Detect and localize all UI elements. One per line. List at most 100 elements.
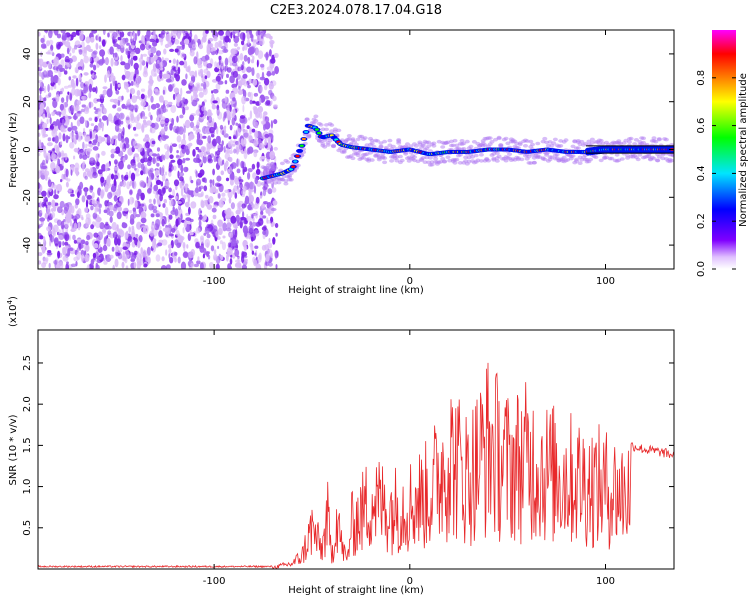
noise-speck <box>127 71 131 78</box>
noise-speck <box>105 254 108 259</box>
track-halo <box>593 155 599 159</box>
noise-speck <box>229 62 233 66</box>
noise-speck <box>159 70 163 79</box>
noise-speck <box>153 54 158 61</box>
noise-speck <box>212 214 217 220</box>
track-halo <box>427 149 433 153</box>
spectrogram-noise <box>38 30 279 269</box>
noise-speck <box>262 230 267 235</box>
track-halo <box>637 153 643 157</box>
noise-speck <box>176 201 182 204</box>
noise-speck <box>85 44 91 52</box>
noise-speck <box>236 54 240 63</box>
colorbar-label: Normalized spectral amplitude <box>738 73 749 227</box>
noise-speck <box>203 99 207 103</box>
noise-speck <box>62 133 66 142</box>
noise-speck <box>201 82 204 87</box>
noise-speck <box>172 165 177 171</box>
track-halo <box>378 144 384 149</box>
noise-speck <box>254 177 259 185</box>
noise-speck <box>225 177 230 182</box>
noise-speck <box>144 141 151 149</box>
noise-speck <box>155 254 161 262</box>
noise-speck <box>156 147 161 152</box>
noise-speck <box>164 227 171 235</box>
noise-speck <box>212 89 219 94</box>
noise-speck <box>234 192 238 199</box>
track-halo <box>655 158 661 163</box>
noise-speck <box>104 184 109 193</box>
noise-speck <box>215 75 221 82</box>
noise-speck <box>239 53 244 61</box>
noise-speck <box>48 61 51 70</box>
spectrogram-panel: -100 0 100 -40 -20 0 20 40 Height of straight l… <box>8 29 675 296</box>
track-halo <box>360 156 366 160</box>
noise-speck <box>241 203 246 209</box>
noise-speck <box>192 92 197 101</box>
noise-speck <box>160 167 165 177</box>
noise-speck <box>257 50 264 59</box>
noise-speck <box>180 213 183 221</box>
noise-speck <box>213 188 219 194</box>
noise-speck <box>240 216 247 221</box>
noise-speck <box>189 80 194 86</box>
noise-speck <box>199 169 205 177</box>
noise-speck <box>259 76 266 81</box>
track-halo <box>272 166 278 170</box>
noise-speck <box>85 222 89 228</box>
noise-speck <box>224 189 229 193</box>
track-halo <box>473 153 479 158</box>
noise-speck <box>159 193 164 202</box>
noise-speck <box>90 205 94 211</box>
noise-speck <box>222 130 225 136</box>
noise-speck <box>193 34 198 43</box>
noise-speck <box>227 217 230 224</box>
track-halo <box>420 144 426 148</box>
track-halo <box>669 158 674 163</box>
noise-speck <box>85 213 91 220</box>
noise-speck <box>182 97 186 103</box>
track-peak <box>301 137 306 141</box>
noise-speck <box>113 166 119 171</box>
noise-speck <box>150 46 157 54</box>
noise-speck <box>75 132 79 140</box>
noise-speck <box>203 214 207 221</box>
noise-speck <box>83 72 89 76</box>
track-peak <box>299 144 304 147</box>
noise-speck <box>235 144 242 153</box>
noise-speck <box>222 69 225 77</box>
noise-speck <box>127 198 130 206</box>
noise-speck <box>73 222 78 231</box>
noise-speck <box>135 122 142 130</box>
noise-speck <box>151 205 158 211</box>
noise-speck <box>169 257 174 264</box>
noise-speck <box>99 49 106 57</box>
noise-speck <box>129 109 134 119</box>
noise-speck <box>76 238 82 242</box>
noise-speck <box>157 200 161 204</box>
noise-speck <box>140 100 146 107</box>
noise-speck <box>213 257 217 261</box>
noise-speck <box>265 99 271 105</box>
track-halo <box>570 154 576 158</box>
noise-speck <box>237 66 242 72</box>
noise-speck <box>92 146 99 151</box>
noise-speck <box>133 236 136 241</box>
noise-speck <box>247 84 251 89</box>
noise-speck <box>251 163 256 170</box>
noise-speck <box>74 44 78 50</box>
noise-speck <box>80 81 85 89</box>
noise-speck <box>80 249 85 256</box>
track-halo <box>531 160 537 165</box>
x-tick-label: -100 <box>203 576 226 587</box>
noise-speck <box>179 41 185 46</box>
noise-speck <box>144 134 149 139</box>
noise-speck <box>104 236 107 245</box>
noise-speck <box>85 143 88 149</box>
noise-speck <box>216 175 222 182</box>
noise-speck <box>177 66 181 75</box>
noise-speck <box>202 253 205 259</box>
track-halo <box>588 157 594 162</box>
noise-speck <box>133 116 140 124</box>
noise-speck <box>143 121 147 126</box>
